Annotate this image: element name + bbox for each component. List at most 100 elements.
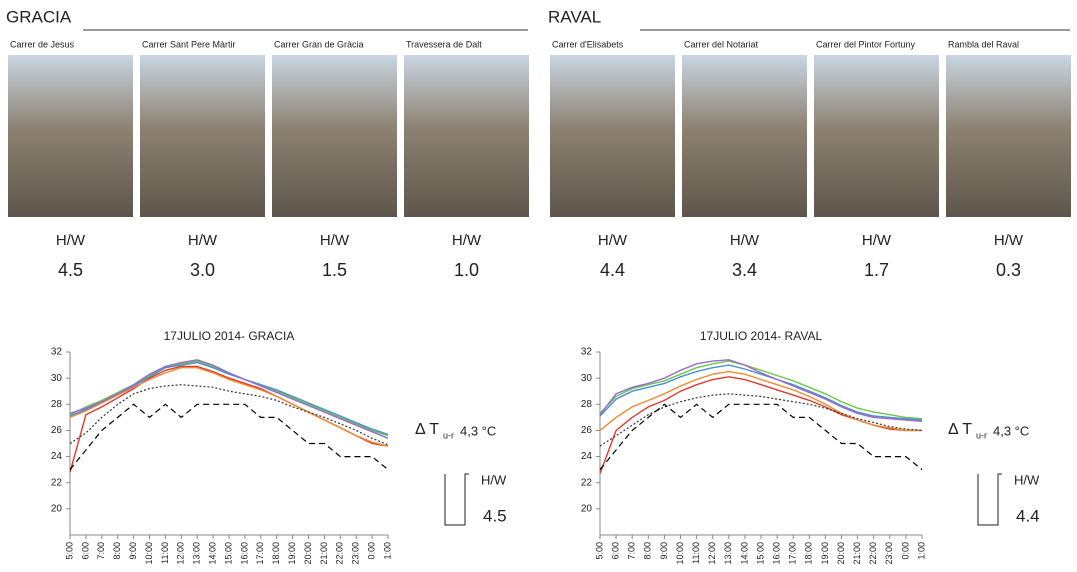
x-tick-label: 6:00	[80, 542, 90, 560]
ratio-value: 3.4	[732, 260, 757, 280]
section-title: GRACIA	[6, 7, 72, 26]
ratio-value: 4.5	[58, 260, 83, 280]
x-tick-label: 12:00	[176, 542, 186, 565]
chart-title: 17JULIO 2014- RAVAL	[700, 329, 823, 343]
x-tick-label: 17:00	[255, 542, 265, 565]
ratio-label: H/W	[56, 232, 86, 249]
x-tick-label: 22:00	[335, 542, 345, 565]
x-tick-label: 21:00	[852, 542, 862, 565]
y-tick-label: 22	[581, 477, 593, 488]
ratio-label: H/W	[320, 232, 350, 249]
street-name: Carrer Gran de Gràcia	[274, 39, 364, 49]
x-tick-label: 5:00	[594, 542, 604, 560]
y-tick-label: 24	[51, 451, 63, 462]
x-tick-label: 8:00	[112, 542, 122, 560]
figure: GRACIACarrer de JesusH/W4.5Carrer Sant P…	[0, 0, 1077, 572]
delta-symbol: Δ T	[415, 421, 439, 438]
street-photo	[272, 55, 397, 217]
x-tick-label: 23:00	[351, 542, 361, 565]
ratio-label: H/W	[994, 232, 1024, 249]
street-name: Rambla del Raval	[948, 39, 1019, 49]
x-tick-label: 1:00	[916, 542, 926, 560]
delta-subscript: u-r	[443, 430, 454, 440]
x-tick-label: 15:00	[755, 542, 765, 565]
x-tick-label: 19:00	[287, 542, 297, 565]
street-photo	[404, 55, 529, 217]
y-tick-label: 22	[51, 477, 63, 488]
x-tick-label: 23:00	[884, 542, 894, 565]
series-line	[70, 404, 388, 469]
street-name: Carrer del Pintor Fortuny	[816, 39, 916, 49]
x-tick-label: 11:00	[160, 542, 170, 564]
section-title: RAVAL	[548, 7, 601, 26]
hw-label: H/W	[481, 472, 507, 487]
y-tick-label: 20	[51, 503, 63, 514]
series-line	[600, 361, 922, 419]
ratio-label: H/W	[188, 232, 218, 249]
y-tick-label: 30	[51, 373, 63, 384]
x-tick-label: 12:00	[707, 542, 717, 565]
x-tick-label: 6:00	[610, 542, 620, 560]
x-tick-label: 21:00	[319, 542, 329, 565]
x-tick-label: 19:00	[820, 542, 830, 565]
hw-bracket	[978, 474, 1002, 525]
y-tick-label: 30	[581, 373, 593, 384]
street-name: Carrer del Notariat	[684, 39, 759, 49]
x-tick-label: 14:00	[207, 542, 217, 565]
y-tick-label: 20	[581, 503, 593, 514]
street-photo	[8, 55, 133, 217]
series-line	[600, 394, 922, 446]
hw-label: H/W	[1014, 472, 1040, 487]
x-tick-label: 16:00	[239, 542, 249, 565]
y-tick-label: 24	[581, 451, 593, 462]
x-tick-label: 20:00	[836, 542, 846, 565]
ratio-value: 1.5	[322, 260, 347, 280]
delta-value: 4,3 °C	[993, 423, 1029, 438]
ratio-value: 4.4	[600, 260, 625, 280]
ratio-label: H/W	[452, 232, 482, 249]
x-tick-label: 18:00	[271, 542, 281, 565]
x-tick-label: 17:00	[788, 542, 798, 565]
street-name: Travessera de Dalt	[406, 39, 482, 49]
x-tick-label: 22:00	[868, 542, 878, 565]
x-tick-label: 9:00	[659, 542, 669, 560]
ratio-value: 0.3	[996, 260, 1021, 280]
x-tick-label: 13:00	[192, 542, 202, 565]
series-line	[70, 368, 388, 446]
ratio-value: 1.7	[864, 260, 889, 280]
delta-symbol: Δ T	[948, 421, 972, 438]
street-photo	[550, 55, 675, 217]
x-tick-label: 14:00	[739, 542, 749, 565]
x-tick-label: 10:00	[144, 542, 154, 565]
delta-subscript: u-r	[976, 430, 987, 440]
ratio-value: 1.0	[454, 260, 479, 280]
hw-value: 4.4	[1016, 506, 1040, 525]
series-line	[70, 360, 388, 439]
x-tick-label: 11:00	[691, 542, 701, 564]
x-tick-label: 0:00	[900, 542, 910, 560]
y-tick-label: 28	[51, 399, 63, 410]
street-photo	[140, 55, 265, 217]
chart-title: 17JULIO 2014- GRACIA	[164, 329, 295, 343]
y-tick-label: 32	[581, 347, 593, 358]
x-tick-label: 9:00	[128, 542, 138, 560]
ratio-value: 3.0	[190, 260, 215, 280]
x-tick-label: 7:00	[96, 542, 106, 560]
x-tick-label: 5:00	[64, 542, 74, 560]
x-tick-label: 18:00	[804, 542, 814, 565]
x-tick-label: 0:00	[366, 542, 376, 560]
x-tick-label: 7:00	[627, 542, 637, 560]
hw-bracket	[445, 474, 469, 525]
ratio-label: H/W	[862, 232, 892, 249]
delta-value: 4,3 °C	[460, 423, 496, 438]
street-name: Carrer d'Elisabets	[552, 39, 624, 49]
street-photo	[814, 55, 939, 217]
y-tick-label: 26	[581, 425, 593, 436]
x-tick-label: 15:00	[223, 542, 233, 565]
x-tick-label: 20:00	[303, 542, 313, 565]
x-tick-label: 8:00	[643, 542, 653, 560]
street-photo	[946, 55, 1071, 217]
x-tick-label: 10:00	[675, 542, 685, 565]
street-photo	[682, 55, 807, 217]
y-tick-label: 32	[51, 347, 63, 358]
